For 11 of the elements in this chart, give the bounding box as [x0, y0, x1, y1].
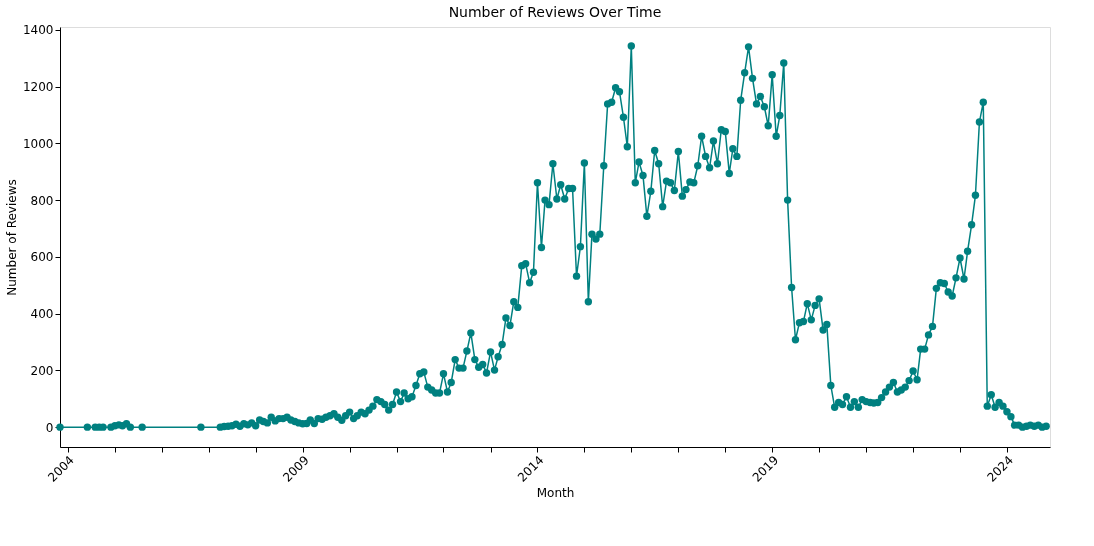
y-tick-label: 0: [45, 420, 54, 435]
y-axis-title: Number of Reviews: [4, 179, 19, 296]
y-tick-label: 600: [30, 250, 54, 265]
y-tick-label: 1400: [22, 23, 54, 38]
y-tick-label: 400: [30, 307, 54, 322]
y-tick-label: 1200: [22, 80, 54, 95]
chart-title: Number of Reviews Over Time: [448, 3, 662, 20]
y-tick-label: 800: [30, 193, 54, 208]
y-tick-label: 200: [30, 363, 54, 378]
x-axis-title: Month: [536, 485, 575, 500]
y-tick-label: 1000: [22, 136, 54, 151]
